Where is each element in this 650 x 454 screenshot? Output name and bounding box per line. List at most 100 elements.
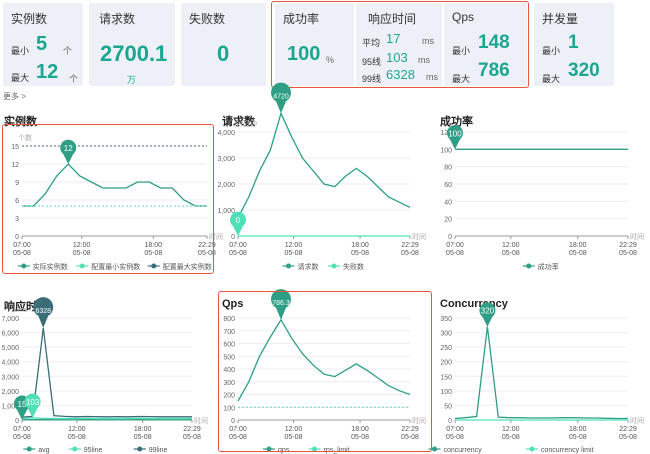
x-tick-label: 12:00 xyxy=(285,242,303,249)
x-tick-label: 12:00 xyxy=(68,426,86,433)
p95-value: 103 xyxy=(386,50,408,65)
y-tick-label: 0 xyxy=(448,418,452,425)
max-value: 12 xyxy=(36,61,59,83)
chart-title-success: 成功率 xyxy=(440,116,473,128)
chart-title-latency: 响应时间 xyxy=(4,301,48,313)
legend-label: 成功率 xyxy=(538,262,559,271)
min-value: 1 xyxy=(568,32,579,53)
y-tick-label: 1,000 xyxy=(217,208,235,215)
legend-label: concurrency limit xyxy=(541,447,594,454)
y-tick-label: 20 xyxy=(444,217,452,224)
pin-marker xyxy=(24,393,41,418)
pin-marker-label: 15 xyxy=(18,400,27,409)
legend-marker xyxy=(26,446,32,452)
legend-label: concurrency xyxy=(444,447,483,454)
y-tick-label: 1,000 xyxy=(1,403,19,410)
max-unit: 个 xyxy=(69,74,79,84)
x-axis-label: 时间 xyxy=(194,416,208,425)
avg-unit: ms xyxy=(422,36,434,46)
y-tick-label: 350 xyxy=(440,316,452,323)
x-tick-label: 05-08 xyxy=(134,434,152,441)
y-tick-label: 5,000 xyxy=(1,345,19,352)
y-tick-label: 3,000 xyxy=(217,156,235,163)
min-value: 148 xyxy=(478,32,510,53)
chart-title-concurrency: Concurrency xyxy=(440,298,508,310)
chart-title-instances: 实例数 xyxy=(4,116,37,128)
y-tick-label: 0 xyxy=(231,234,235,241)
x-tick-label: 12:00 xyxy=(502,426,520,433)
legend-marker xyxy=(286,263,291,269)
x-tick-label: 05-08 xyxy=(619,250,637,257)
pin-marker xyxy=(14,395,30,420)
pin-marker-label: 0 xyxy=(236,216,241,225)
series-line-concurrency xyxy=(454,326,628,420)
pin-marker-label: 103 xyxy=(26,398,40,407)
card-title: 并发量 xyxy=(542,12,579,26)
card-title: 失败数 xyxy=(189,12,226,26)
legend-marker xyxy=(137,446,143,452)
p95-unit: ms xyxy=(418,55,430,65)
card-failures: 失败数 0 xyxy=(181,3,266,86)
pin-marker xyxy=(230,211,246,236)
legend-marker xyxy=(526,263,532,269)
y-tick-label: 2,000 xyxy=(217,182,235,189)
x-axis-label: 时间 xyxy=(412,232,426,241)
legend-label: 请求数 xyxy=(298,262,319,271)
x-tick-label: 07:00 xyxy=(446,242,464,249)
y-tick-label: 50 xyxy=(444,403,452,410)
x-tick-label: 05-08 xyxy=(502,434,520,441)
x-tick-label: 22:29 xyxy=(183,426,201,433)
y-tick-label: 250 xyxy=(440,345,452,352)
more-link[interactable]: 更多 > xyxy=(3,92,26,101)
x-tick-label: 05-08 xyxy=(569,434,587,441)
pin-marker-label: 4720 xyxy=(273,93,289,100)
p99-value: 6328 xyxy=(386,67,415,82)
x-tick-label: 18:00 xyxy=(569,426,587,433)
x-tick-label: 07:00 xyxy=(229,242,247,249)
x-tick-label: 05-08 xyxy=(285,250,303,257)
x-tick-label: 07:00 xyxy=(13,426,31,433)
y-tick-label: 200 xyxy=(440,360,452,367)
chart-title-requests: 请求数 xyxy=(222,116,255,128)
legend-marker xyxy=(432,446,437,452)
card-latency: 响应时间 平均 17 ms 95线 103 ms 99线 6328 ms xyxy=(356,3,442,86)
x-tick-label: 05-08 xyxy=(68,434,86,441)
x-tick-label: 18:00 xyxy=(351,242,369,249)
y-tick-label: 3,000 xyxy=(1,374,19,381)
max-value: 320 xyxy=(568,60,600,81)
card-title: 成功率 xyxy=(283,12,320,26)
card-success: 成功率 100 % xyxy=(275,3,354,86)
min-label: 最小 xyxy=(542,46,561,56)
card-instances: 实例数 最小 5 个 最大 12 个 xyxy=(3,3,83,86)
x-tick-label: 05-08 xyxy=(446,250,464,257)
failures-value: 0 xyxy=(217,41,230,66)
pin-marker-label: 100 xyxy=(448,129,462,138)
max-label: 最大 xyxy=(542,74,561,84)
x-tick-label: 18:00 xyxy=(569,242,587,249)
x-tick-label: 05-08 xyxy=(619,434,637,441)
p99-label: 99线 xyxy=(362,74,382,84)
y-tick-label: 0 xyxy=(448,234,452,241)
y-tick-label: 300 xyxy=(440,331,452,338)
card-title: Qps xyxy=(452,10,475,24)
p95-label: 95线 xyxy=(362,57,382,67)
series-line-99line xyxy=(21,327,192,418)
max-value: 786 xyxy=(478,60,510,81)
legend-marker xyxy=(529,446,535,452)
series-line-请求数 xyxy=(237,111,411,219)
legend-label: avg xyxy=(38,447,49,454)
x-tick-label: 18:00 xyxy=(134,426,152,433)
x-axis-label: 时间 xyxy=(630,232,644,241)
y-tick-label: 4,000 xyxy=(1,360,19,367)
y-tick-label: 0 xyxy=(15,418,19,425)
legend-marker xyxy=(331,263,337,269)
y-tick-label: 120 xyxy=(440,130,452,137)
requests-value: 2700.1 xyxy=(100,41,168,66)
y-tick-label: 7,000 xyxy=(1,316,19,323)
min-label: 最小 xyxy=(452,46,471,56)
card-title: 实例数 xyxy=(11,12,48,26)
x-tick-label: 22:29 xyxy=(619,426,637,433)
x-axis-label: 时间 xyxy=(630,416,644,425)
x-tick-label: 22:29 xyxy=(619,242,637,249)
max-label: 最大 xyxy=(452,74,471,84)
